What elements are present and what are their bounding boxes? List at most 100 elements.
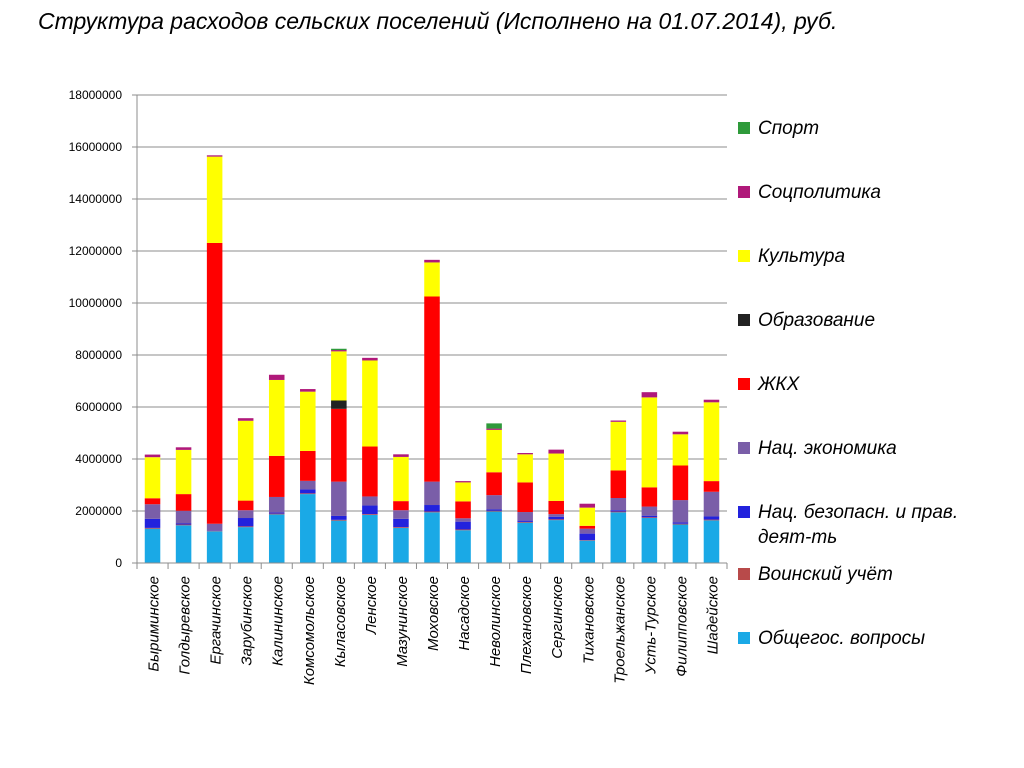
legend-swatch-sport [738, 122, 750, 134]
bar-segment-9-0 [424, 512, 440, 563]
bar-segment-13-7 [548, 449, 564, 454]
x-tick-label-4: Калининское [270, 576, 287, 666]
bar-segment-0-1 [144, 527, 161, 529]
bar-segment-7-4 [362, 446, 378, 497]
bar-segment-10-7 [455, 481, 471, 483]
legend-label-security: Нац. безопасн. и прав. деят-ть [758, 502, 959, 548]
bar-segment-6-2 [331, 515, 347, 520]
bar-segment-5-6 [300, 391, 316, 451]
bar-segment-18-6 [703, 402, 720, 482]
bar-segment-15-0 [610, 512, 627, 563]
bar-segment-4-7 [268, 374, 285, 380]
bar-segment-7-3 [362, 496, 378, 506]
y-tick-label-0: 0 [115, 556, 122, 570]
bar-segment-12-1 [517, 521, 533, 523]
bar-segment-12-7 [517, 453, 533, 455]
legend-label-culture: Культура [758, 246, 846, 267]
bar-segment-17-3 [672, 500, 689, 523]
bar-segment-14-3 [579, 528, 596, 534]
bar-segment-1-4 [175, 494, 192, 511]
bar-segment-15-3 [610, 498, 627, 511]
legend-item-economy: Нац. экономика [738, 436, 897, 461]
bar-segment-1-1 [175, 524, 192, 526]
bar-segment-11-6 [486, 429, 502, 473]
bar-segment-0-2 [144, 518, 161, 528]
bar-segment-16-2 [641, 515, 658, 518]
y-tick-label-2: 4000000 [75, 452, 122, 466]
bar-segment-5-4 [300, 450, 316, 481]
bar-segment-18-2 [703, 516, 720, 520]
bar-segment-3-7 [237, 418, 254, 421]
bar-segment-13-2 [548, 516, 564, 520]
bar-segment-5-3 [300, 480, 316, 490]
bar-segment-9-4 [424, 296, 440, 482]
bar-segment-11-4 [486, 472, 502, 496]
bar-segment-3-2 [237, 518, 254, 527]
x-tick-label-16: Усть-Турское [642, 576, 659, 675]
bar-segment-10-6 [455, 482, 471, 502]
legend-item-housing: ЖКХ [738, 372, 799, 397]
bar-segment-12-4 [517, 482, 533, 513]
x-tick-label-5: Комсомольское [301, 576, 318, 685]
bar-segment-18-3 [703, 491, 720, 517]
bar-segment-2-7 [206, 155, 223, 157]
x-tick-label-14: Тихановское [580, 576, 597, 664]
legend-swatch-economy [738, 442, 750, 454]
bar-segment-3-6 [237, 420, 254, 501]
bar-segment-6-5 [331, 400, 347, 409]
bar-segment-6-0 [331, 520, 347, 563]
bar-segment-3-0 [237, 527, 254, 563]
bar-segment-4-2 [268, 512, 285, 514]
bar-segment-3-4 [237, 500, 254, 511]
bar-segment-18-7 [703, 399, 720, 403]
bar-segment-1-2 [175, 523, 192, 525]
y-tick-label-8: 16000000 [69, 140, 123, 154]
legend-swatch-culture [738, 250, 750, 262]
legend-label-sport: Спорт [758, 118, 820, 139]
legend-swatch-housing [738, 378, 750, 390]
x-tick-label-12: Плехановское [518, 576, 535, 674]
page-title: Структура расходов сельских поселений (И… [38, 8, 838, 34]
bar-segment-17-0 [672, 524, 689, 563]
bar-segment-8-1 [393, 527, 409, 528]
legend-swatch-education [738, 314, 750, 326]
bar-segment-12-3 [517, 512, 533, 521]
bar-segment-15-1 [610, 511, 627, 513]
bar-segment-11-8 [486, 423, 502, 429]
bar-segment-4-1 [268, 513, 285, 515]
bar-segment-8-3 [393, 510, 409, 519]
bar-segment-14-7 [579, 503, 596, 508]
bar-segment-8-4 [393, 501, 409, 511]
bar-segment-15-6 [610, 421, 627, 471]
bar-segment-15-2 [610, 510, 627, 512]
legend-item-military: Воинский учёт [738, 562, 893, 587]
legend-swatch-general [738, 632, 750, 644]
bar-segment-4-6 [268, 379, 285, 456]
bar-segment-1-7 [175, 447, 192, 450]
legend-item-general: Общегос. вопросы [738, 626, 925, 651]
bar-segment-14-0 [579, 540, 596, 563]
bar-segment-9-3 [424, 481, 440, 506]
bar-segment-8-0 [393, 527, 409, 563]
x-tick-label-17: Филипповское [673, 576, 690, 677]
bar-segment-9-1 [424, 511, 440, 513]
bar-segment-11-0 [486, 511, 502, 563]
bar-segment-13-6 [548, 453, 564, 501]
bar-segment-17-2 [672, 522, 689, 524]
bar-segment-13-3 [548, 514, 564, 517]
bar-segment-9-7 [424, 259, 440, 263]
y-tick-label-7: 14000000 [69, 192, 123, 206]
bar-segment-6-1 [331, 519, 347, 521]
legend-swatch-security [738, 506, 750, 518]
bar-segment-6-3 [331, 481, 347, 516]
legend-swatch-social-policy [738, 186, 750, 198]
y-tick-label-3: 6000000 [75, 400, 122, 414]
bar-segment-0-0 [144, 528, 161, 563]
bar-segment-8-6 [393, 456, 409, 502]
bar-segment-9-6 [424, 262, 440, 297]
bar-segment-4-0 [268, 514, 285, 563]
x-tick-label-11: Неволинское [487, 576, 504, 667]
bar-segment-0-3 [144, 504, 161, 519]
bar-segment-12-0 [517, 522, 533, 563]
bar-segment-16-0 [641, 518, 658, 563]
